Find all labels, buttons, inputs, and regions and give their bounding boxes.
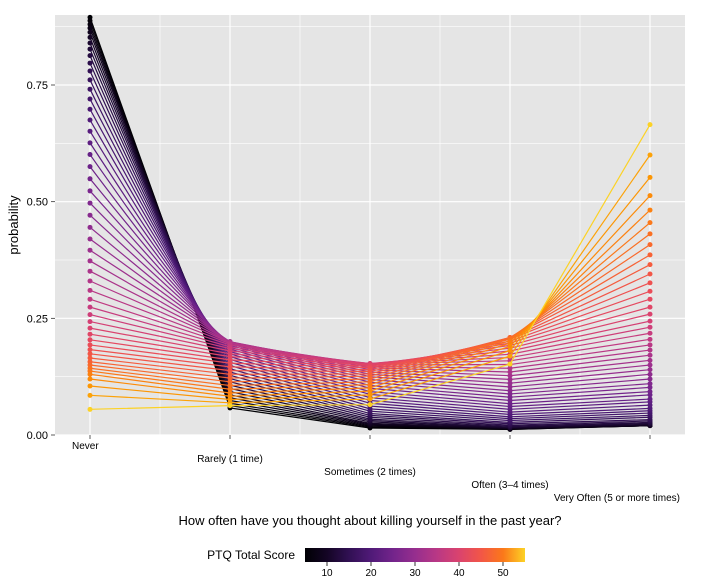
series-marker (88, 332, 93, 337)
series-marker (88, 129, 93, 134)
series-marker (648, 312, 653, 317)
series-marker (88, 319, 93, 324)
series-marker (88, 213, 93, 218)
series-marker (88, 69, 93, 74)
series-marker (648, 325, 653, 330)
series-marker (88, 337, 93, 342)
series-marker (648, 348, 653, 353)
series-marker (88, 342, 93, 347)
series-marker (648, 331, 653, 336)
legend-tick-label: 30 (409, 568, 421, 579)
series-marker (88, 377, 93, 382)
series-marker (648, 358, 653, 363)
series-marker (88, 107, 93, 112)
series-marker (88, 201, 93, 206)
series-marker (648, 262, 653, 267)
series-marker (648, 231, 653, 236)
series-marker (88, 258, 93, 263)
legend-tick-label: 20 (365, 568, 377, 579)
series-marker (648, 220, 653, 225)
legend-tick-label: 10 (321, 568, 333, 579)
series-marker (648, 381, 653, 386)
series-marker (88, 297, 93, 302)
y-tick-label: 0.75 (27, 80, 48, 92)
x-tick-label: Never (72, 441, 99, 452)
series-marker (88, 326, 93, 331)
legend-title: PTQ Total Score (207, 548, 295, 562)
series-marker (648, 252, 653, 257)
series-marker (88, 372, 93, 377)
series-marker (88, 87, 93, 92)
x-tick-label: Sometimes (2 times) (324, 467, 416, 478)
series-marker (648, 272, 653, 277)
series-marker (88, 53, 93, 58)
series-marker (228, 403, 233, 408)
x-axis-label: How often have you thought about killing… (178, 513, 561, 528)
series-marker (88, 41, 93, 46)
series-marker (88, 152, 93, 157)
legend-tick-label: 40 (453, 568, 465, 579)
series-marker (648, 337, 653, 342)
series-marker (648, 377, 653, 382)
series-marker (88, 118, 93, 123)
series-marker (88, 140, 93, 145)
series-marker (648, 280, 653, 285)
series-marker (88, 97, 93, 102)
x-tick-label: Very Often (5 or more times) (554, 493, 680, 504)
series-marker (88, 225, 93, 230)
series-marker (508, 348, 513, 353)
y-tick-label: 0.25 (27, 313, 48, 325)
series-marker (88, 393, 93, 398)
series-marker (88, 288, 93, 293)
series-marker (88, 279, 93, 284)
y-tick-label: 0.50 (27, 197, 48, 209)
series-marker (88, 269, 93, 274)
series-marker (648, 363, 653, 368)
series-marker (648, 353, 653, 358)
series-marker (88, 176, 93, 181)
series-marker (648, 319, 653, 324)
series-marker (88, 312, 93, 317)
series-marker (648, 122, 653, 127)
series-marker (88, 407, 93, 412)
series-marker (648, 242, 653, 247)
series-marker (88, 188, 93, 193)
series-marker (368, 397, 373, 402)
legend-tick-label: 50 (497, 568, 509, 579)
series-marker (88, 248, 93, 253)
series-marker (88, 61, 93, 66)
series-marker (648, 289, 653, 294)
legend-colorbar (305, 548, 525, 562)
series-marker (88, 305, 93, 310)
series-marker (508, 354, 513, 359)
y-axis-label: probability (6, 195, 21, 255)
chart-container: 0.00 0.25 0.50 0.75 Never Rarely (1 time) Some… (0, 0, 703, 587)
series-marker (88, 35, 93, 40)
series-marker (648, 153, 653, 158)
series-marker (88, 237, 93, 242)
series-marker (648, 175, 653, 180)
series-marker (508, 362, 513, 367)
chart-svg: 0.00 0.25 0.50 0.75 Never Rarely (1 time) Some… (0, 0, 703, 587)
series-marker (648, 193, 653, 198)
x-tick-label: Rarely (1 time) (197, 454, 263, 465)
series-marker (648, 297, 653, 302)
series-marker (88, 47, 93, 52)
series-marker (648, 305, 653, 310)
series-marker (88, 384, 93, 389)
series-marker (648, 208, 653, 213)
series-marker (648, 367, 653, 372)
series-marker (648, 342, 653, 347)
y-tick-label: 0.00 (27, 430, 48, 442)
series-marker (648, 372, 653, 377)
series-marker (88, 77, 93, 82)
x-tick-label: Often (3–4 times) (471, 480, 548, 491)
series-marker (88, 30, 93, 35)
series-marker (88, 164, 93, 169)
series-marker (368, 402, 373, 407)
